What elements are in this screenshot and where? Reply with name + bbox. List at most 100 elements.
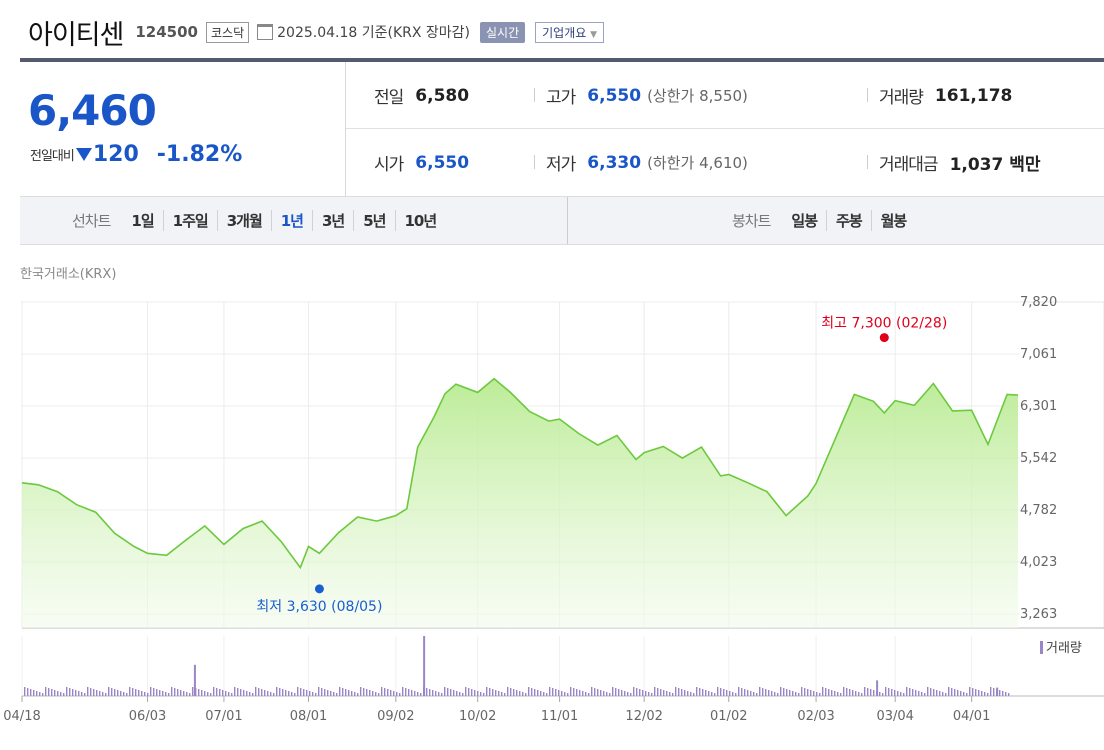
volume-bar bbox=[384, 688, 386, 696]
volume-bar bbox=[411, 690, 413, 696]
volume-bar bbox=[486, 687, 488, 696]
stock-header: 아이티센 124500 코스닥 2025.04.18 기준(KRX 장마감) 실… bbox=[28, 14, 605, 51]
volume-bar bbox=[81, 692, 83, 696]
volume-bar bbox=[405, 688, 407, 696]
volume-bar bbox=[867, 688, 869, 696]
volume-bar bbox=[276, 687, 278, 696]
down-triangle-icon bbox=[75, 148, 92, 161]
stat-value: 1,037 백만 bbox=[949, 155, 1041, 175]
volume-bar bbox=[528, 687, 530, 696]
stat-value: 161,178 bbox=[934, 85, 1013, 106]
volume-bar bbox=[945, 693, 947, 696]
overview-label: 기업개요 bbox=[542, 25, 587, 40]
volume-bar bbox=[507, 687, 509, 696]
volume-bar bbox=[294, 693, 296, 696]
price-line bbox=[21, 377, 1019, 570]
volume-bar bbox=[111, 688, 113, 696]
volume-bar bbox=[537, 690, 539, 696]
volume-bar bbox=[474, 690, 476, 696]
tab-candle-0[interactable]: 일봉 bbox=[791, 212, 818, 230]
volume-bar bbox=[882, 693, 884, 696]
volume-bar bbox=[948, 687, 950, 696]
tab-line-4[interactable]: 3년 bbox=[312, 210, 353, 231]
volume-bar bbox=[420, 693, 422, 696]
volume-bar bbox=[810, 690, 812, 696]
volume-bar bbox=[732, 692, 734, 696]
volume-bar bbox=[369, 690, 371, 696]
volume-bar bbox=[987, 693, 989, 696]
tab-line-6[interactable]: 10년 bbox=[394, 210, 446, 231]
volume-bar bbox=[51, 689, 53, 696]
volume-bar bbox=[165, 692, 167, 696]
volume-bar bbox=[657, 688, 659, 696]
volume-bar bbox=[543, 692, 545, 696]
volume-bar bbox=[297, 687, 299, 696]
volume-bar bbox=[264, 690, 266, 696]
volume-bar bbox=[504, 693, 506, 696]
volume-bar bbox=[519, 691, 521, 696]
tab-candle-2[interactable]: 월봉 bbox=[870, 210, 916, 231]
tab-line-2[interactable]: 3개월 bbox=[216, 210, 271, 231]
price-area bbox=[22, 378, 1018, 628]
volume-bar bbox=[336, 693, 338, 696]
volume-bar bbox=[132, 688, 134, 696]
volume-bar bbox=[621, 690, 623, 696]
volume-bar bbox=[48, 688, 50, 696]
volume-bar bbox=[465, 687, 467, 696]
volume-bar bbox=[45, 687, 47, 696]
volume-bar bbox=[864, 687, 866, 696]
volume-bar bbox=[891, 689, 893, 696]
volume-bar bbox=[924, 693, 926, 696]
volume-bar bbox=[963, 692, 965, 696]
divider bbox=[534, 155, 535, 169]
volume-bar bbox=[198, 689, 200, 696]
volume-bar bbox=[663, 690, 665, 696]
volume-bar bbox=[459, 692, 461, 696]
volume-bar bbox=[135, 689, 137, 696]
volume-bar bbox=[696, 687, 698, 696]
volume-bar bbox=[915, 690, 917, 696]
stat-label: 시가 bbox=[374, 155, 404, 175]
volume-bar bbox=[681, 689, 683, 696]
volume-bar bbox=[129, 687, 131, 696]
volume-bar bbox=[723, 689, 725, 696]
volume-bar bbox=[426, 688, 428, 696]
volume-bar bbox=[918, 691, 920, 696]
volume-bar bbox=[813, 691, 815, 696]
volume-bar bbox=[417, 692, 419, 696]
volume-bar bbox=[180, 690, 182, 696]
tab-line-1[interactable]: 1주일 bbox=[162, 210, 217, 231]
volume-bar bbox=[642, 690, 644, 696]
volume-bar bbox=[783, 688, 785, 696]
stat-label: 거래량 bbox=[879, 88, 924, 108]
realtime-button[interactable]: 실시간 bbox=[480, 21, 526, 43]
volume-bar bbox=[996, 687, 999, 696]
volume-bar bbox=[558, 690, 560, 696]
divider bbox=[567, 197, 568, 244]
volume-bar bbox=[183, 691, 185, 696]
volume-bar bbox=[729, 691, 731, 696]
volume-bar bbox=[984, 692, 986, 696]
volume-bar bbox=[567, 693, 569, 696]
volume-bar bbox=[33, 690, 35, 696]
volume-bar bbox=[957, 690, 959, 696]
volume-bar bbox=[117, 690, 119, 696]
volume-bar bbox=[897, 691, 899, 696]
volume-bar bbox=[138, 690, 140, 696]
tab-line-5[interactable]: 5년 bbox=[353, 210, 394, 231]
volume-bar bbox=[627, 692, 629, 696]
tab-line-0[interactable]: 1일 bbox=[131, 212, 154, 230]
volume-bar bbox=[960, 691, 962, 696]
tab-candle-1[interactable]: 주봉 bbox=[826, 210, 871, 231]
volume-bar bbox=[780, 687, 782, 696]
stat-label: 전일 bbox=[374, 88, 404, 108]
tab-line-3[interactable]: 1년 bbox=[270, 210, 312, 231]
volume-bar bbox=[942, 692, 944, 696]
volume-bar bbox=[894, 690, 896, 696]
volume-bar bbox=[858, 692, 860, 696]
stat-value: 6,550 bbox=[415, 152, 470, 173]
company-overview-dropdown[interactable]: 기업개요 ▼ bbox=[535, 21, 605, 43]
change-value: 120 bbox=[92, 142, 139, 167]
volume-bar bbox=[93, 689, 95, 696]
volume-bar bbox=[702, 689, 704, 696]
